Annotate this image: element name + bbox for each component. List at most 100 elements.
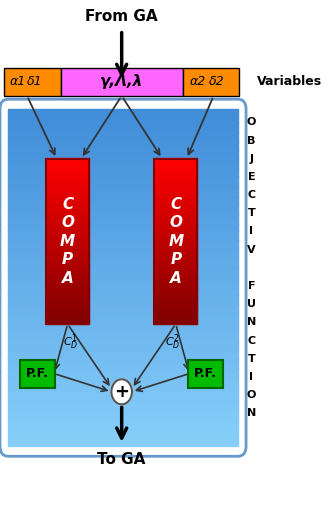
FancyBboxPatch shape <box>4 68 61 96</box>
Bar <box>8 153 238 157</box>
FancyBboxPatch shape <box>61 68 182 96</box>
Bar <box>154 181 197 185</box>
Bar <box>46 244 89 248</box>
Bar <box>8 142 238 146</box>
Text: T: T <box>248 354 255 364</box>
Circle shape <box>111 379 132 404</box>
Text: γ,Λ,λ: γ,Λ,λ <box>100 75 143 89</box>
Bar <box>46 248 89 251</box>
Bar <box>8 132 238 136</box>
Bar <box>154 175 197 178</box>
Bar <box>46 185 89 188</box>
Text: N: N <box>247 317 256 327</box>
Bar <box>154 321 197 324</box>
Bar <box>46 307 89 311</box>
Bar <box>154 268 197 271</box>
Bar <box>8 247 238 251</box>
Bar <box>8 314 238 318</box>
Bar <box>8 250 238 254</box>
Bar <box>154 178 197 182</box>
Bar <box>8 176 238 180</box>
Bar <box>154 215 197 218</box>
Bar <box>8 379 238 382</box>
Bar <box>8 368 238 372</box>
Bar <box>154 198 197 202</box>
Bar <box>154 191 197 195</box>
Bar <box>46 321 89 324</box>
Bar <box>46 311 89 314</box>
Bar <box>8 267 238 271</box>
Bar <box>8 244 238 248</box>
Bar <box>8 159 238 163</box>
Bar <box>8 355 238 359</box>
Bar <box>8 409 238 413</box>
Bar <box>46 162 89 165</box>
Bar <box>46 215 89 218</box>
Bar <box>154 290 197 294</box>
Bar <box>46 165 89 169</box>
Bar <box>46 202 89 205</box>
FancyBboxPatch shape <box>182 68 239 96</box>
Text: α1: α1 <box>9 75 26 88</box>
Bar <box>8 294 238 298</box>
Bar <box>8 217 238 221</box>
Bar <box>8 109 238 113</box>
Bar <box>8 193 238 197</box>
Bar <box>46 317 89 321</box>
Bar <box>8 291 238 295</box>
Bar <box>8 345 238 349</box>
Bar <box>8 264 238 268</box>
Bar <box>46 314 89 317</box>
Bar <box>8 389 238 393</box>
Bar <box>8 129 238 133</box>
Bar <box>8 277 238 281</box>
Text: O: O <box>247 390 256 400</box>
Bar <box>154 271 197 275</box>
Bar <box>8 119 238 123</box>
Bar <box>8 115 238 119</box>
Bar <box>8 139 238 143</box>
Text: J: J <box>249 154 254 163</box>
Bar <box>8 210 238 214</box>
Text: E: E <box>248 172 255 182</box>
Bar <box>154 258 197 261</box>
Text: α2: α2 <box>189 75 205 88</box>
Bar <box>46 274 89 278</box>
Text: C
O
M
P
A: C O M P A <box>168 197 183 286</box>
Bar <box>8 372 238 376</box>
Bar <box>8 375 238 379</box>
Bar <box>8 436 238 440</box>
Bar <box>154 218 197 222</box>
Bar <box>154 241 197 244</box>
Bar <box>8 254 238 258</box>
Text: C
O
M
P
A: C O M P A <box>60 197 75 286</box>
Bar <box>8 173 238 177</box>
Bar <box>46 284 89 288</box>
Bar <box>8 406 238 409</box>
Bar <box>154 228 197 232</box>
Bar <box>46 231 89 235</box>
Bar <box>46 271 89 275</box>
Bar <box>8 237 238 241</box>
Bar <box>8 230 238 234</box>
Bar <box>8 260 238 264</box>
Bar <box>8 163 238 167</box>
Bar <box>154 168 197 172</box>
Bar <box>46 178 89 182</box>
Text: $C^2_D$: $C^2_D$ <box>165 332 181 352</box>
Bar <box>46 258 89 261</box>
Bar <box>46 254 89 258</box>
Bar <box>46 264 89 268</box>
Bar <box>154 300 197 304</box>
Bar <box>154 188 197 192</box>
Bar <box>8 257 238 261</box>
Bar <box>8 335 238 339</box>
Bar <box>8 318 238 322</box>
Text: I: I <box>249 226 254 236</box>
Text: C: C <box>247 335 255 345</box>
Bar <box>8 288 238 291</box>
Text: O: O <box>247 117 256 127</box>
Bar <box>8 429 238 433</box>
Text: +: + <box>114 383 129 401</box>
Bar <box>154 311 197 314</box>
